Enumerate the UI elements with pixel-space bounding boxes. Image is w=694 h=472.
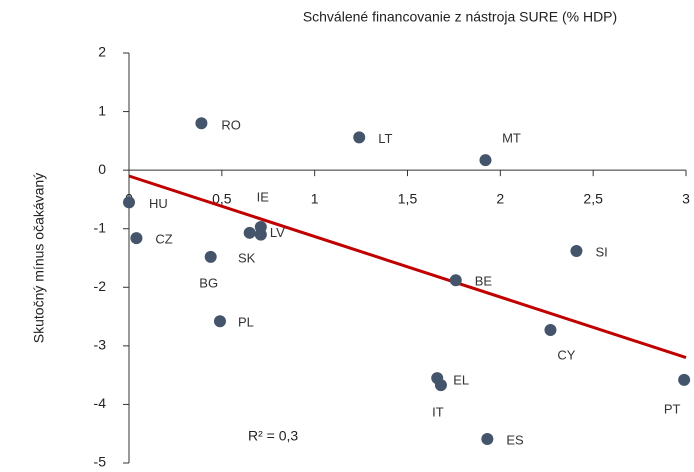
y-tick-label: 1: [98, 102, 106, 118]
y-tick-label: -2: [94, 278, 107, 294]
y-tick-label: 0: [98, 161, 106, 177]
point: [434, 379, 447, 392]
point: [353, 131, 366, 144]
point-label: IE: [257, 189, 270, 204]
point-label: CZ: [155, 232, 172, 247]
point: [195, 117, 208, 130]
x-tick-label: 1: [311, 191, 319, 207]
x-tick-label: 1,5: [398, 191, 418, 207]
point-label: CY: [557, 347, 575, 362]
point: [254, 228, 267, 241]
point-label: BE: [475, 274, 493, 289]
point-label: PT: [664, 401, 681, 416]
trendline: [128, 174, 687, 359]
point-label: LT: [378, 131, 392, 146]
annotation: R² = 0,3: [248, 428, 298, 444]
point-label: BG: [199, 275, 218, 290]
point: [570, 244, 583, 257]
point-label: RO: [221, 118, 241, 133]
point: [204, 250, 217, 263]
point-label: SK: [238, 250, 256, 265]
x-tick-label: 2: [496, 191, 504, 207]
point: [130, 232, 143, 245]
point-label: ES: [506, 432, 524, 447]
point: [213, 315, 226, 328]
point: [449, 274, 462, 287]
y-axis-label: Skutočný mínus očakávaný: [31, 173, 47, 343]
y-tick-label: -5: [94, 454, 107, 470]
point-label: LV: [270, 225, 285, 240]
x-tick-label: 2,5: [583, 191, 603, 207]
y-tick-label: -4: [94, 395, 107, 411]
point-label: IT: [432, 405, 444, 420]
point: [481, 432, 494, 445]
point-label: PL: [238, 315, 254, 330]
point: [243, 226, 256, 239]
point-label: EL: [453, 373, 469, 388]
x-tick-label: 0,5: [212, 191, 232, 207]
point: [544, 324, 557, 337]
point: [123, 196, 135, 209]
point: [479, 154, 492, 167]
point: [678, 373, 691, 386]
point-label: HU: [149, 196, 168, 211]
point-label: SI: [595, 244, 607, 259]
y-tick-label: -3: [94, 337, 107, 353]
axis-title: Schválené financovanie z nástroja SURE (…: [303, 9, 617, 25]
y-tick-label: -1: [94, 219, 107, 235]
y-tick-label: 2: [98, 44, 106, 60]
point-label: MT: [502, 131, 521, 146]
x-tick-label: 3: [682, 191, 690, 207]
